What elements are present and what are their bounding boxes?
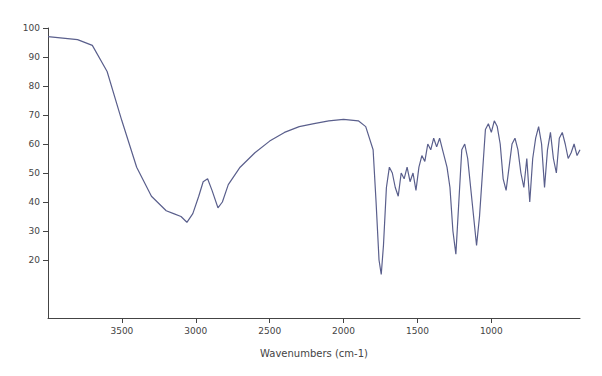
svg-text:30: 30 xyxy=(29,226,41,236)
svg-text:100: 100 xyxy=(23,23,40,33)
svg-text:2500: 2500 xyxy=(258,326,281,336)
svg-text:3000: 3000 xyxy=(184,326,207,336)
svg-text:Wavenumbers (cm-1): Wavenumbers (cm-1) xyxy=(260,348,368,359)
svg-text:40: 40 xyxy=(29,197,41,207)
svg-text:90: 90 xyxy=(29,52,41,62)
svg-text:70: 70 xyxy=(29,110,41,120)
svg-text:50: 50 xyxy=(29,168,41,178)
svg-text:20: 20 xyxy=(29,255,41,265)
svg-text:1000: 1000 xyxy=(480,326,503,336)
svg-text:3500: 3500 xyxy=(110,326,133,336)
svg-text:1500: 1500 xyxy=(406,326,429,336)
svg-text:80: 80 xyxy=(29,81,41,91)
svg-text:60: 60 xyxy=(29,139,41,149)
svg-text:2000: 2000 xyxy=(332,326,355,336)
